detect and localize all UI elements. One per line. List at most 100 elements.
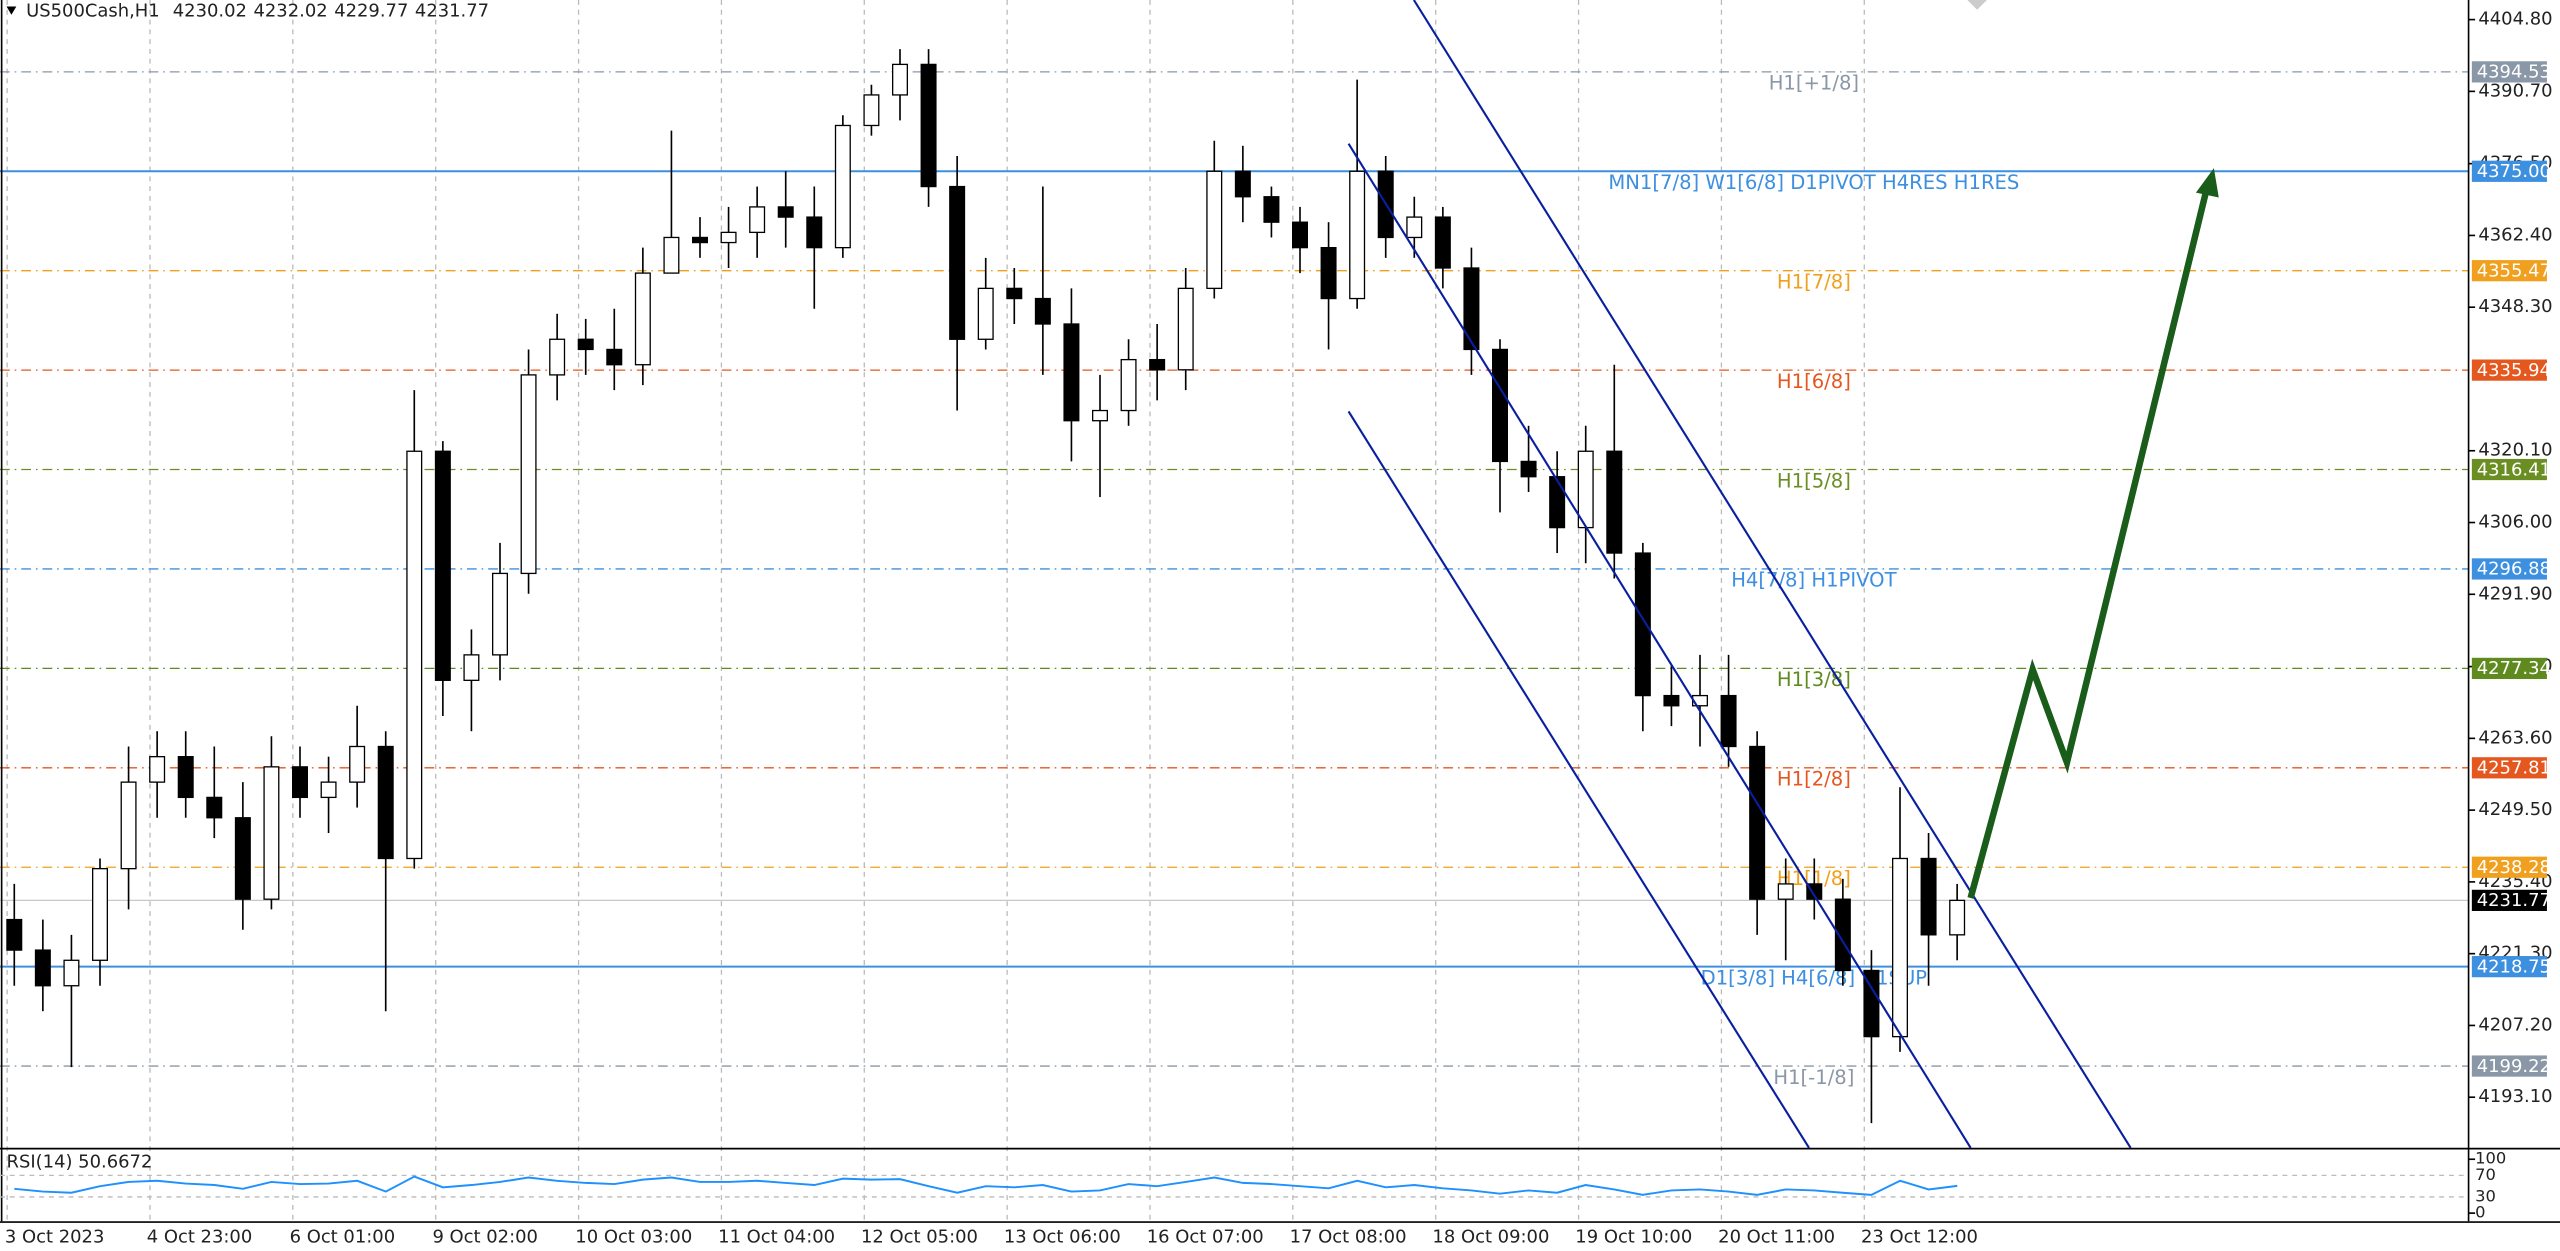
candle-body (406, 450, 423, 860)
y-tick-label: 4207.20 (2478, 1014, 2552, 1035)
candle-body (549, 338, 566, 376)
candle-body (1177, 287, 1194, 371)
candle-body (1520, 460, 1537, 478)
candle-body (1634, 552, 1651, 697)
quote-open: 4230.02 (173, 0, 247, 21)
candle-body (1234, 170, 1251, 198)
candle-body (6, 918, 23, 951)
y-tick-label: 4348.30 (2478, 296, 2552, 317)
x-tick-label: 10 Oct 03:00 (575, 1227, 692, 1248)
level-tag-text: 4199.22 (2477, 1056, 2551, 1077)
level-tag: 4257.81 (2471, 757, 2551, 779)
y-tick-label: 4320.10 (2478, 440, 2552, 461)
candle-body (1006, 287, 1023, 300)
quote-high: 4232.02 (253, 0, 327, 21)
candle-body (1406, 216, 1423, 239)
level-label: H1[-1/8] (1773, 1066, 1854, 1089)
candle-body (463, 654, 480, 681)
candle-body (1092, 409, 1108, 422)
level-tag-text: 4238.28 (2477, 857, 2551, 878)
candle-body (1349, 170, 1366, 300)
candle-body (92, 868, 108, 961)
candle-body (777, 206, 794, 218)
candle-body (263, 766, 280, 900)
candle-body (606, 348, 623, 366)
candle-body (1120, 358, 1137, 412)
level-tag-bg (2471, 856, 2547, 878)
candle-body (434, 450, 451, 681)
level-tag: 4355.47 (2471, 260, 2551, 282)
level-label: H1[6/8] (1777, 370, 1851, 393)
candle-body (1892, 857, 1908, 1038)
rsi-line (14, 1175, 1958, 1196)
level-tag-text: 4394.53 (2477, 62, 2551, 83)
level-tag-text: 4316.41 (2477, 459, 2551, 480)
marker (1967, 0, 1987, 10)
candle-body (1663, 694, 1680, 707)
candle-body (1263, 196, 1280, 223)
candle-body (1949, 899, 1966, 936)
candle-body (349, 745, 366, 783)
level-tag: 4277.34 (2471, 657, 2551, 679)
quote-close: 4231.77 (415, 0, 489, 21)
level-label: H1[5/8] (1777, 469, 1851, 492)
candle-body (234, 817, 251, 900)
candle-body (1920, 857, 1937, 936)
candle-body (692, 236, 708, 244)
level-tag-text: 4218.75 (2477, 956, 2551, 977)
candle-body (577, 338, 594, 351)
level-label: H1[7/8] (1777, 270, 1851, 293)
x-tick-label: 12 Oct 05:00 (861, 1227, 978, 1248)
candle-body (749, 206, 766, 234)
levels: H1[+1/8] MN1[7/8] W1[6/8] D1PIVOT H4RES H… (0, 71, 2469, 1089)
candle-body (149, 756, 166, 783)
level-tag-bg (2471, 359, 2547, 381)
current-price-tag-text: 4231.77 (2477, 890, 2551, 911)
candle-body (1577, 450, 1594, 529)
candle-body (977, 287, 994, 340)
level-tag-bg (2471, 558, 2547, 580)
level-tag-text: 4375.00 (2477, 161, 2551, 182)
channel-middle (1347, 143, 1972, 1149)
candle-body (1777, 883, 1794, 900)
x-tick-label: 9 Oct 02:00 (432, 1227, 538, 1248)
level-tag-bg (2471, 61, 2547, 83)
rsi-tick-label: 70 (2475, 1165, 2496, 1184)
level-label: H1[+1/8] (1769, 72, 1859, 95)
level-tag-bg (2471, 160, 2547, 182)
candle-body (520, 374, 537, 575)
candle-body (34, 949, 51, 987)
rsi-title: RSI(14) 50.6672 (7, 1152, 153, 1173)
y-tick-label: 4404.80 (2478, 9, 2552, 30)
rsi-tick-label: 30 (2475, 1186, 2496, 1205)
candle-body (1863, 969, 1880, 1038)
level-tag-bg (2471, 458, 2547, 481)
level-tag-bg (2471, 1055, 2547, 1077)
x-tick-label: 13 Oct 06:00 (1004, 1227, 1121, 1248)
candle-body (1206, 170, 1223, 290)
candle-body (1492, 348, 1508, 463)
x-tick-label: 18 Oct 09:00 (1432, 1227, 1549, 1248)
rsi-tick-label: 100 (2475, 1149, 2506, 1168)
candle-body (492, 572, 508, 656)
x-tick-label: 3 Oct 2023 (5, 1227, 104, 1248)
channel-lower (1347, 410, 1810, 1149)
x-tick-label: 19 Oct 10:00 (1575, 1227, 1692, 1248)
candle-body (206, 796, 223, 819)
current-price-tag: 4231.77 (2471, 889, 2551, 911)
menu-arrow (6, 6, 17, 15)
candle-body (663, 236, 680, 274)
candle-body (949, 185, 966, 340)
candle-body (1463, 267, 1480, 351)
candle-body (1292, 221, 1308, 249)
candle-body (1749, 745, 1766, 900)
x-tick-label: 4 Oct 23:00 (147, 1227, 253, 1248)
candle-body (892, 63, 908, 96)
y-tick-label: 4291.90 (2478, 583, 2552, 604)
drawings (1347, 0, 2132, 1149)
arrow-head (2195, 168, 2219, 198)
candle-body (1434, 216, 1451, 269)
candle-body (177, 756, 194, 799)
